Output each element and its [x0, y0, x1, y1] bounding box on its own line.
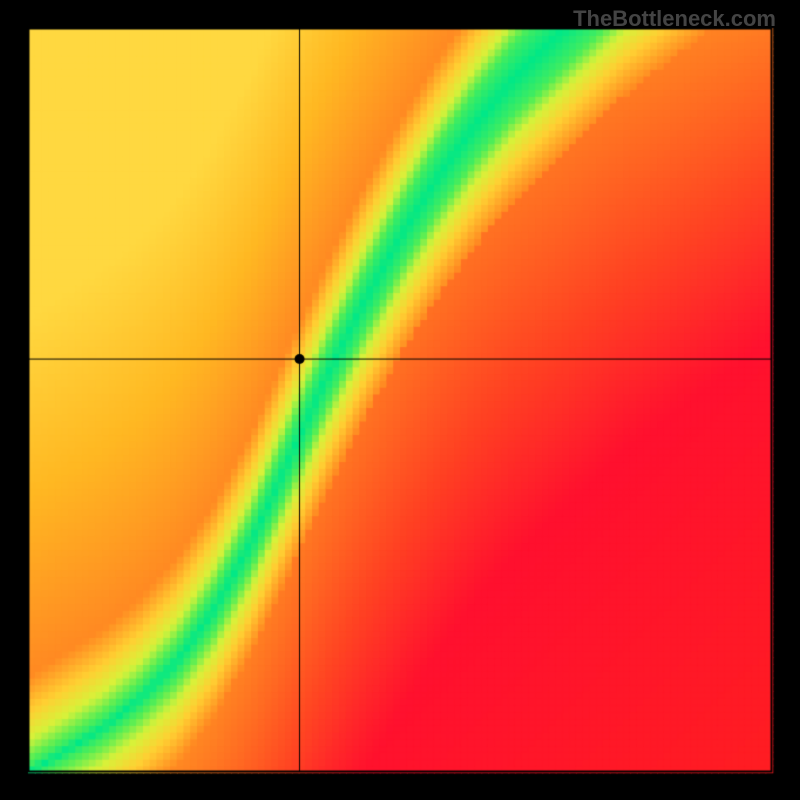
heatmap-canvas [0, 0, 800, 800]
watermark-text: TheBottleneck.com [573, 6, 776, 32]
chart-container: TheBottleneck.com [0, 0, 800, 800]
